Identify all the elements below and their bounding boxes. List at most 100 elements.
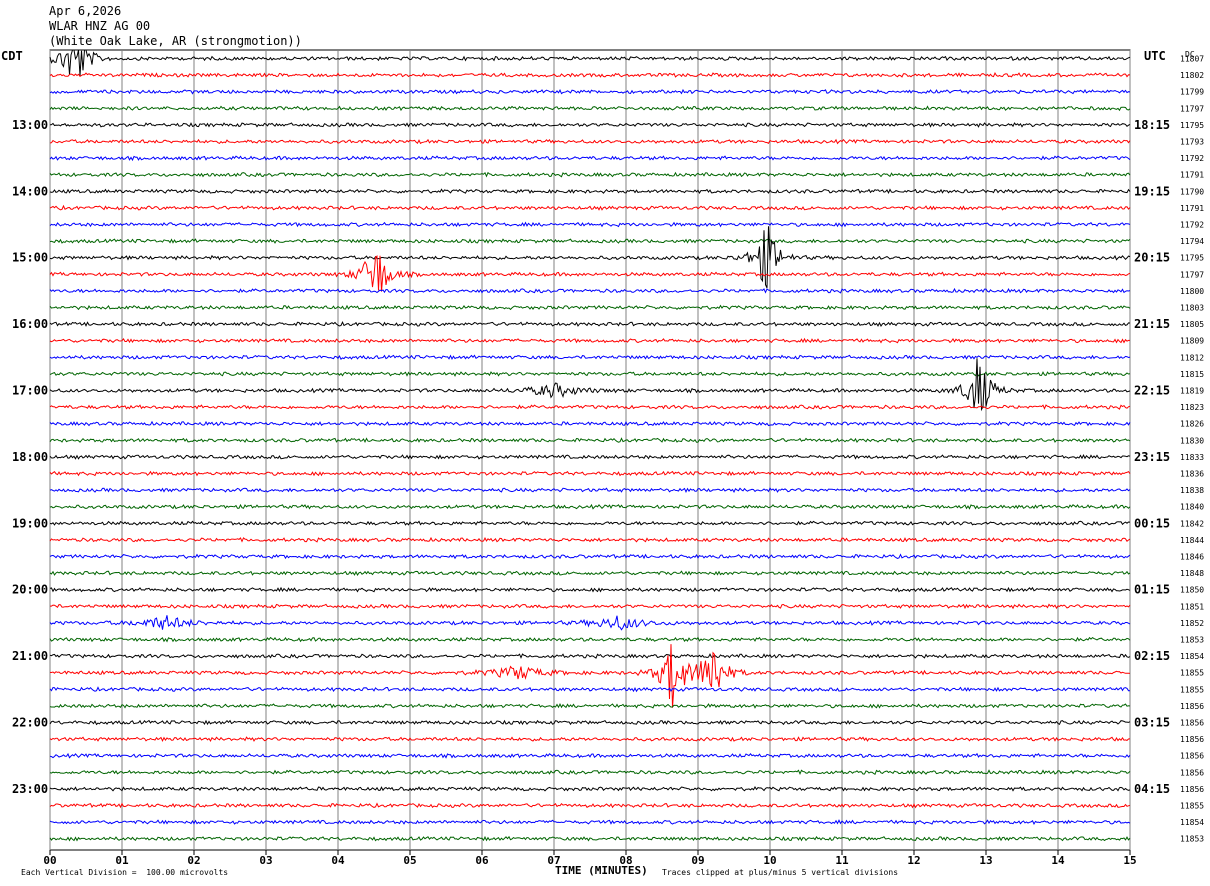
dc-offset-label: 11815 (1180, 370, 1204, 379)
dc-offset-label: 11807 (1180, 55, 1204, 64)
dc-offset-label: 11795 (1180, 254, 1204, 263)
x-tick-label: 07 (547, 854, 560, 867)
dc-offset-label: 11799 (1180, 88, 1204, 97)
x-tick-label: 06 (475, 854, 489, 867)
dc-offset-label: 11844 (1180, 536, 1204, 545)
cdt-hour-label: 17:00 (12, 384, 48, 398)
trace-row (49, 138, 1131, 145)
utc-hour-label: 23:15 (1134, 450, 1170, 464)
x-tick-label: 05 (403, 854, 416, 867)
x-tick-label: 13 (979, 854, 992, 867)
utc-hour-label: 02:15 (1134, 649, 1170, 663)
xaxis-label: TIME (MINUTES) (555, 864, 648, 877)
dc-offset-label: 11856 (1180, 719, 1204, 728)
trace-row (49, 105, 1131, 112)
trace-row (49, 88, 1131, 95)
trace-row (49, 437, 1131, 444)
utc-hour-label: 22:15 (1134, 384, 1170, 398)
utc-hour-label: 00:15 (1134, 516, 1170, 530)
dc-offset-label: 11840 (1180, 503, 1204, 512)
dc-offset-label: 11854 (1180, 652, 1204, 661)
dc-offset-label: 11819 (1180, 387, 1204, 396)
x-tick-label: 10 (763, 854, 776, 867)
dc-offset-label: 11791 (1180, 204, 1204, 213)
scale-note: Each Vertical Division = 100.00 microvol… (21, 868, 229, 877)
trace-row (49, 155, 1131, 162)
trace-row (49, 615, 1131, 631)
dc-offset-label: 11855 (1180, 669, 1204, 678)
dc-offset-label: 11853 (1180, 636, 1204, 645)
dc-offset-label: 11823 (1180, 403, 1204, 412)
dc-offset-label: 11797 (1180, 104, 1204, 113)
x-tick-label: 11 (835, 854, 849, 867)
dc-offset-label: 11809 (1180, 337, 1204, 346)
trace-row (49, 226, 1131, 289)
dc-offset-label: 11805 (1180, 320, 1204, 329)
cdt-hour-label: 15:00 (12, 251, 48, 265)
dc-offset-label: 11855 (1180, 685, 1204, 694)
trace-row (49, 287, 1131, 294)
utc-hour-label: 21:15 (1134, 317, 1170, 331)
trace-row (49, 769, 1131, 776)
cdt-hour-label: 13:00 (12, 118, 48, 132)
x-tick-label: 15 (1123, 854, 1136, 867)
dc-offset-label: 11854 (1180, 818, 1204, 827)
trace-row (49, 536, 1131, 543)
trace-row (49, 570, 1131, 576)
x-tick-label: 04 (331, 854, 345, 867)
trace-row (49, 702, 1131, 709)
trace-row (49, 503, 1131, 510)
trace-row (49, 171, 1131, 178)
header-station: WLAR HNZ AG 00 (49, 19, 151, 33)
dc-offset-label: 11836 (1180, 470, 1204, 479)
dc-offset-label: 11797 (1180, 270, 1204, 279)
dc-offset-label: 11851 (1180, 602, 1204, 611)
utc-hour-label: 04:15 (1134, 782, 1170, 796)
cdt-hour-label: 14:00 (12, 184, 48, 198)
trace-row (49, 470, 1131, 477)
dc-offset-label: 11852 (1180, 619, 1204, 628)
trace-row (49, 453, 1131, 460)
trace-row (49, 354, 1131, 361)
dc-offset-label: 11791 (1180, 171, 1204, 180)
x-tick-label: 08 (619, 854, 632, 867)
trace-row (49, 644, 1131, 708)
left-axis-title: CDT (1, 49, 23, 63)
dc-offset-label: 11856 (1180, 785, 1204, 794)
trace-row (49, 586, 1131, 593)
trace-row (49, 752, 1131, 759)
trace-row (49, 337, 1130, 344)
dc-offset-label: 11856 (1180, 768, 1204, 777)
cdt-hour-label: 20:00 (12, 583, 48, 597)
dc-offset-label: 11855 (1180, 802, 1204, 811)
cdt-hour-label: 16:00 (12, 317, 48, 331)
dc-offset-label: 11856 (1180, 735, 1204, 744)
trace-row (49, 786, 1131, 792)
utc-hour-label: 01:15 (1134, 583, 1170, 597)
dc-offset-label: 11848 (1180, 569, 1204, 578)
cdt-hour-label: 23:00 (12, 782, 48, 796)
dc-title: DC (1185, 50, 1195, 59)
dc-offset-label: 11795 (1180, 121, 1204, 130)
dc-offset-label: 11792 (1180, 154, 1204, 163)
dc-offset-label: 11833 (1180, 453, 1204, 462)
cdt-hour-label: 22:00 (12, 716, 48, 730)
trace-row (49, 321, 1131, 327)
dc-offset-label: 11793 (1180, 138, 1204, 147)
trace-row (49, 686, 1130, 693)
dc-offset-label: 11856 (1180, 702, 1204, 711)
dc-offset-label: 11853 (1180, 835, 1204, 844)
trace-row (49, 636, 1131, 643)
dc-offset-label: 11802 (1180, 71, 1204, 80)
dc-offset-label: 11803 (1180, 304, 1204, 313)
dc-offset-label: 11830 (1180, 436, 1204, 445)
trace-row (49, 204, 1131, 211)
header-date: Apr 6,2026 (49, 4, 122, 18)
utc-hour-label: 18:15 (1134, 118, 1170, 132)
trace-row (49, 802, 1131, 809)
dc-offset-label: 11856 (1180, 752, 1204, 761)
cdt-hour-label: 21:00 (12, 649, 48, 663)
trace-row (49, 188, 1131, 195)
x-tick-label: 02 (187, 854, 200, 867)
